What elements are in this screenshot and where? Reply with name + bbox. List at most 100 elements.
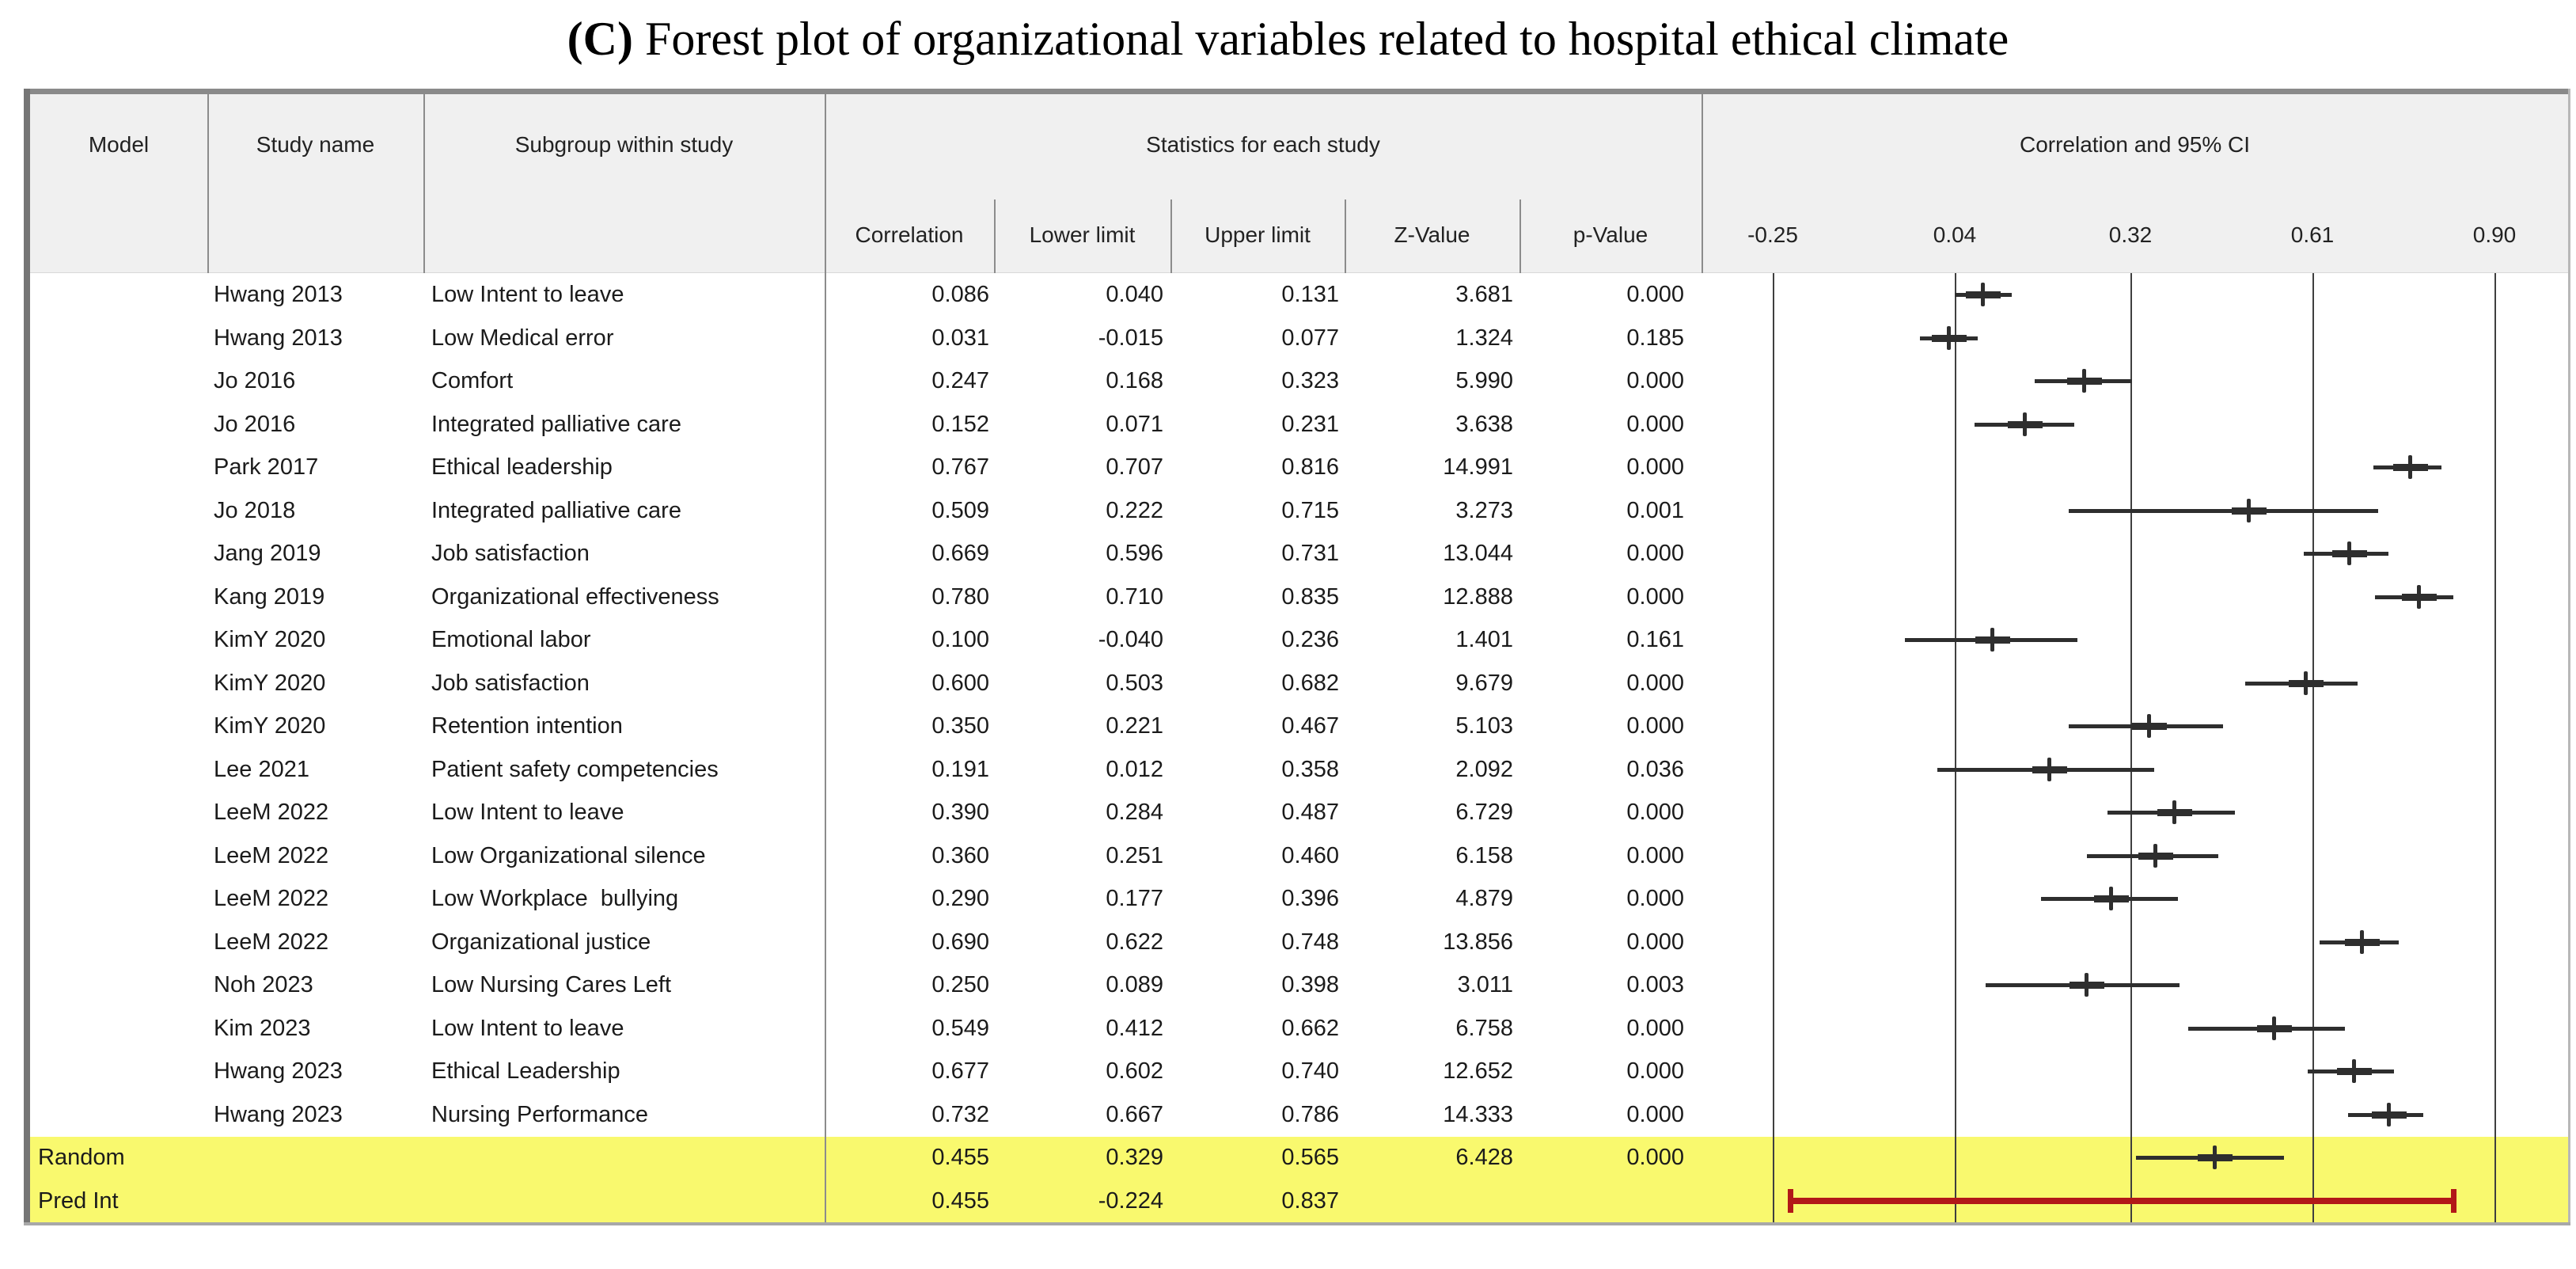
stat-correlation: 0.669 [931,541,989,566]
stat-lower-limit: 0.012 [1106,757,1163,782]
table-row: Hwang 2013 Low Intent to leave 0.086 0.040 0… [0,273,2576,317]
point-marker [2109,887,2114,910]
stat-z-value: 12.652 [1443,1058,1513,1084]
stat-upper-limit: 0.323 [1281,368,1339,393]
summary-row-pred-int: Pred Int 0.455 -0.224 0.837 [0,1180,2576,1223]
stat-p-value: 0.000 [1626,1102,1684,1127]
stat-p-value: 0.003 [1626,972,1684,997]
stat-p-value: 0.000 [1626,929,1684,955]
table-row: Noh 2023 Low Nursing Cares Left 0.250 0.089… [0,963,2576,1007]
stat-lower-limit: 0.412 [1106,1016,1163,1041]
model-cell: Random [38,1145,125,1170]
col-header-subgroup: Subgroup within study [514,132,734,157]
column-divider [994,199,996,273]
stat-z-value: 5.990 [1455,368,1513,393]
stat-z-value: 1.324 [1455,325,1513,351]
table-border-right [2568,89,2570,1225]
stat-lower-limit: -0.040 [1098,627,1163,652]
stat-lower-limit: 0.040 [1106,282,1163,307]
stat-correlation: 0.350 [931,713,989,739]
table-row: Kang 2019 Organizational effectiveness 0.7… [0,576,2576,619]
table-row: KimY 2020 Emotional labor 0.100 -0.040 0.236… [0,618,2576,662]
study-name-cell: Kang 2019 [214,584,325,610]
point-marker [2082,369,2087,393]
stat-z-value: 6.428 [1455,1145,1513,1170]
point-marker [2352,1059,2357,1083]
stat-z-value [1349,1180,1513,1223]
study-name-cell: Hwang 2013 [214,282,343,307]
table-border-left [24,89,30,1225]
study-name-cell: Kim 2023 [214,1016,311,1041]
stat-p-value [1523,1180,1684,1223]
table-row: Jo 2016 Comfort 0.247 0.168 0.323 5.990 0.000 [0,359,2576,403]
point-marker [2246,499,2251,522]
summary-row-random: Random 0.455 0.329 0.565 6.428 0.000 [0,1136,2576,1180]
point-marker [2360,930,2365,954]
col-header-plot-group: Correlation and 95% CI [2019,132,2251,157]
axis-gridline [1955,273,1956,1222]
subgroup-cell: Emotional labor [431,627,591,652]
subgroup-cell: Job satisfaction [431,541,590,566]
stat-p-value: 0.000 [1626,1016,1684,1041]
col-header-model: Model [88,132,150,157]
stat-z-value: 14.991 [1443,454,1513,480]
stat-z-value: 4.879 [1455,886,1513,911]
stat-p-value: 0.000 [1626,886,1684,911]
stat-correlation: 0.455 [931,1145,989,1170]
point-marker [2084,973,2088,997]
table-row: Hwang 2013 Low Medical error 0.031 -0.015 0.… [0,317,2576,360]
subgroup-cell: Ethical Leadership [431,1058,620,1084]
stat-upper-limit: 0.487 [1281,800,1339,825]
subgroup-cell: Integrated palliative care [431,498,681,523]
point-marker [2408,455,2413,479]
stat-lower-limit: 0.222 [1106,498,1163,523]
stat-correlation: 0.767 [931,454,989,480]
table-row: LeeM 2022 Low Organizational silence 0.360… [0,834,2576,878]
study-name-cell: Noh 2023 [214,972,313,997]
stat-upper-limit: 0.731 [1281,541,1339,566]
study-name-cell: LeeM 2022 [214,886,329,911]
axis-tick-label: 0.90 [2472,222,2517,247]
col-header-lower-limit: Lower limit [1029,222,1136,247]
stat-upper-limit: 0.837 [1281,1188,1339,1214]
table-row: LeeM 2022 Low Intent to leave 0.390 0.284 0.… [0,791,2576,834]
stat-p-value: 0.000 [1626,800,1684,825]
table-row: Hwang 2023 Nursing Performance 0.732 0.667 0… [0,1093,2576,1137]
subgroup-cell: Patient safety competencies [431,757,719,782]
stat-upper-limit: 0.835 [1281,584,1339,610]
summary-highlight-band [30,1137,2568,1222]
subgroup-cell: Comfort [431,368,514,393]
table-row: KimY 2020 Retention intention 0.350 0.221 0.… [0,705,2576,748]
prediction-interval-line [1789,1198,2455,1204]
table-border-top [24,89,2570,94]
axis-tick-label: 0.04 [1933,222,1977,247]
subgroup-cell: Nursing Performance [431,1102,648,1127]
stat-correlation: 0.390 [931,800,989,825]
stat-lower-limit: 0.251 [1106,843,1163,868]
subgroup-cell: Job satisfaction [431,671,590,696]
stat-correlation: 0.152 [931,412,989,437]
prediction-interval-cap-right [2450,1189,2456,1213]
stat-correlation: 0.250 [931,972,989,997]
study-name-cell: Jang 2019 [214,541,321,566]
stat-upper-limit: 0.715 [1281,498,1339,523]
column-divider [423,94,425,273]
stat-p-value: 0.000 [1626,671,1684,696]
stat-correlation: 0.100 [931,627,989,652]
study-name-cell: Hwang 2023 [214,1102,343,1127]
stat-p-value: 0.036 [1626,757,1684,782]
study-name-cell: Hwang 2023 [214,1058,343,1084]
stat-p-value: 0.000 [1626,1058,1684,1084]
subgroup-cell: Low Medical error [431,325,614,351]
column-divider [1702,94,1703,273]
point-marker [2172,800,2176,824]
stat-z-value: 3.681 [1455,282,1513,307]
point-marker [2146,714,2151,738]
stat-lower-limit: 0.622 [1106,929,1163,955]
stat-correlation: 0.031 [931,325,989,351]
stat-correlation: 0.677 [931,1058,989,1084]
subgroup-cell: Low Nursing Cares Left [431,972,672,997]
subgroup-cell: Organizational justice [431,929,651,955]
table-row: LeeM 2022 Organizational justice 0.690 0.62… [0,921,2576,964]
